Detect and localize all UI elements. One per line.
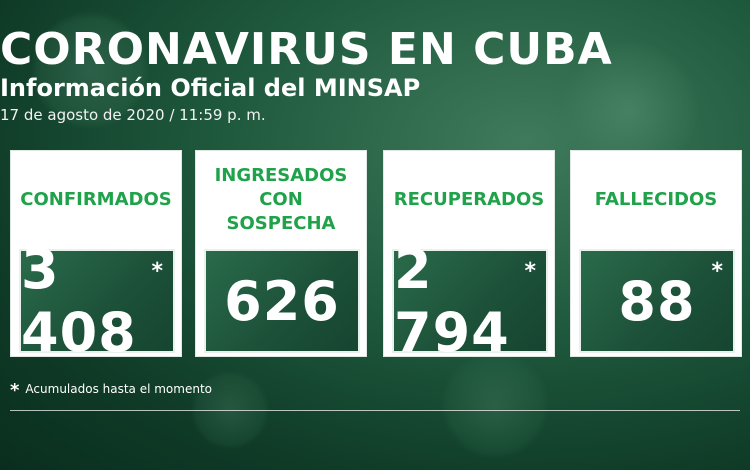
stat-value: 88 xyxy=(618,269,696,333)
footnote-text: Acumulados hasta el momento xyxy=(25,382,213,396)
stat-label: FALLECIDOS xyxy=(594,189,718,210)
stat-card-confirmados: CONFIRMADOS 3 408 * xyxy=(10,150,182,364)
stat-label: RECUPERADOS xyxy=(393,189,545,210)
stat-value-box: 2 794 * xyxy=(392,238,548,364)
virus-decoration xyxy=(30,10,150,130)
asterisk-mark: * xyxy=(711,259,723,284)
stat-card-ingresados: INGRESADOS CON SOSPECHA 626 xyxy=(195,150,367,357)
asterisk-mark: * xyxy=(151,259,163,284)
stat-card-fallecidos: FALLECIDOS 88 * xyxy=(570,150,742,357)
stat-value: 3 408 xyxy=(21,238,137,364)
page-title: CORONAVIRUS EN CUBA xyxy=(0,24,613,75)
page-subtitle: Información Oficial del MINSAP xyxy=(0,74,421,102)
asterisk-mark: * xyxy=(524,259,536,284)
stat-label: CONFIRMADOS xyxy=(20,189,172,210)
stat-label: INGRESADOS CON SOSPECHA xyxy=(214,165,348,234)
footnote: * Acumulados hasta el momento xyxy=(10,380,212,401)
stat-card-recuperados: RECUPERADOS 2 794 * xyxy=(383,150,555,364)
divider xyxy=(10,410,740,411)
stat-value: 626 xyxy=(224,269,340,333)
stat-value: 2 794 xyxy=(394,238,510,364)
footnote-asterisk: * xyxy=(10,380,20,401)
virus-decoration xyxy=(440,350,550,460)
stat-value-box: 626 xyxy=(204,249,360,353)
report-date: 17 de agosto de 2020 / 11:59 p. m. xyxy=(0,106,266,124)
stat-value-box: 88 * xyxy=(579,249,735,353)
stat-value-box: 3 408 * xyxy=(19,238,175,364)
